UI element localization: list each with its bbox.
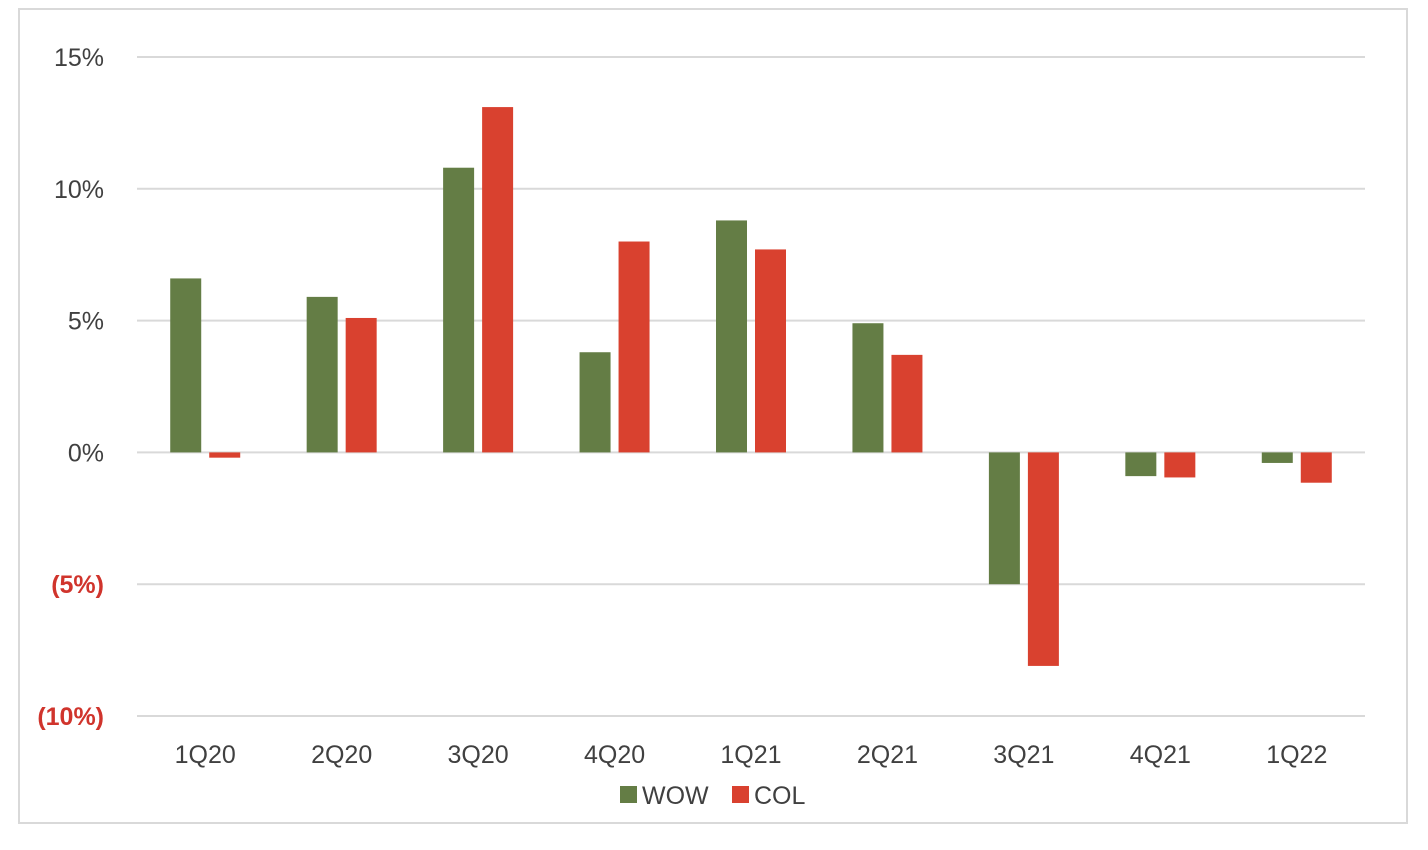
y-axis-tick-labels: 15% 10% 5% 0% (5%) (10%) bbox=[37, 44, 104, 731]
bar-col-1q22 bbox=[1300, 452, 1332, 483]
bar-wow-3q20 bbox=[443, 167, 475, 453]
x-category-label: 2Q21 bbox=[857, 741, 918, 769]
legend-label-col: COL bbox=[754, 782, 806, 810]
x-category-label: 1Q20 bbox=[175, 741, 236, 769]
legend-label-wow: WOW bbox=[642, 782, 709, 810]
y-tick-label: 15% bbox=[54, 44, 104, 72]
legend-swatch-col bbox=[732, 786, 749, 803]
bar-col-4q20 bbox=[618, 241, 650, 453]
bar-col-3q21 bbox=[1027, 452, 1059, 666]
y-tick-label: (10%) bbox=[37, 703, 104, 731]
x-axis-category-labels: 1Q20 2Q20 3Q20 4Q20 1Q21 2Q21 3Q21 4Q21 1Q22 bbox=[175, 741, 1328, 769]
bar-col-3q20 bbox=[482, 107, 514, 453]
gridlines bbox=[137, 56, 1365, 717]
x-category-label: 1Q21 bbox=[720, 741, 781, 769]
bars bbox=[170, 107, 1332, 666]
bar-col-2q21 bbox=[891, 354, 923, 453]
chart-frame bbox=[18, 8, 1408, 824]
bar-wow-1q22 bbox=[1261, 452, 1293, 463]
x-category-label: 3Q21 bbox=[993, 741, 1054, 769]
y-tick-label: 0% bbox=[68, 439, 104, 467]
bar-wow-4q21 bbox=[1125, 452, 1157, 477]
bar-wow-1q21 bbox=[716, 220, 747, 453]
y-tick-label: 5% bbox=[68, 308, 104, 336]
bar-wow-1q20 bbox=[170, 278, 202, 453]
legend: WOW COL bbox=[620, 782, 806, 810]
bar-wow-2q20 bbox=[306, 296, 338, 453]
bar-col-1q20 bbox=[209, 452, 241, 458]
x-category-label: 3Q20 bbox=[448, 741, 509, 769]
legend-swatch-wow bbox=[620, 786, 637, 803]
x-category-label: 1Q22 bbox=[1266, 741, 1327, 769]
bar-wow-3q21 bbox=[988, 452, 1020, 585]
bar-col-1q21 bbox=[755, 249, 786, 453]
bar-col-4q21 bbox=[1164, 452, 1196, 478]
bar-col-2q20 bbox=[345, 317, 377, 453]
bar-wow-4q20 bbox=[579, 352, 611, 453]
y-tick-label: 10% bbox=[54, 176, 104, 204]
x-category-label: 4Q21 bbox=[1130, 741, 1191, 769]
x-category-label: 2Q20 bbox=[311, 741, 372, 769]
x-category-label: 4Q20 bbox=[584, 741, 645, 769]
bar-wow-2q21 bbox=[852, 323, 884, 453]
y-tick-label: (5%) bbox=[51, 571, 104, 599]
